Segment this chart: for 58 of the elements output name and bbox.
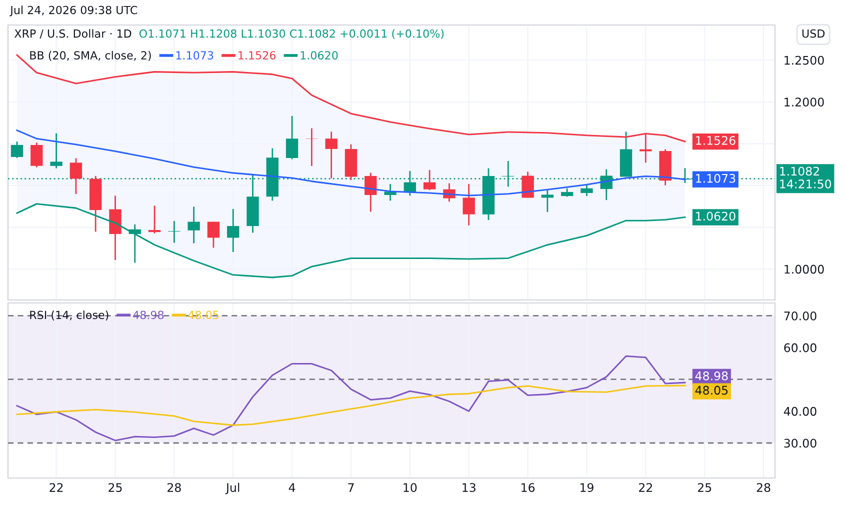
x-tick-label: 25	[698, 483, 712, 492]
candlestick	[325, 130, 338, 179]
candlestick	[306, 128, 318, 167]
x-tick-label: 13	[462, 483, 476, 492]
legend-title: RSI (14, close)	[30, 310, 108, 320]
x-tick-label: 22	[639, 483, 652, 492]
x-tick-label: 4	[288, 483, 296, 492]
data-label: 48.05	[695, 386, 728, 395]
candlestick	[10, 140, 24, 159]
y-tick-label: 60.00	[784, 343, 816, 352]
x-tick-label: 19	[580, 483, 594, 492]
candlestick	[423, 169, 436, 191]
x-tick-label: 25	[108, 483, 122, 492]
legend-label: 48.98	[133, 310, 164, 320]
x-tick-label: Jul	[225, 482, 240, 494]
y-tick-label: 40.00	[784, 406, 816, 416]
data-label: 1.1526	[696, 136, 736, 145]
candlestick	[30, 142, 43, 168]
legend-label: 1.0620	[300, 51, 338, 60]
x-tick-label: 28	[168, 483, 181, 492]
candlestick	[50, 132, 62, 169]
legend-label: 1.1073	[176, 51, 214, 60]
line-series	[16, 203, 686, 278]
x-tick-label: 22	[50, 483, 63, 492]
candlestick	[364, 172, 377, 212]
line-series	[16, 355, 686, 442]
candlestick	[541, 189, 554, 213]
candlestick	[227, 208, 240, 253]
y-tick-label: 70.00	[784, 311, 816, 320]
chart-subtitle: O1.1071 H1.1208 L1.1030 C1.1082 +0.0011 (+0.10%)	[139, 29, 444, 40]
x-tick-label: 28	[756, 483, 770, 492]
candlestick	[168, 220, 180, 244]
candlestick	[580, 184, 593, 197]
candlestick	[286, 115, 298, 160]
candlestick	[188, 206, 200, 244]
y-axis-title: USD	[802, 29, 825, 38]
legend-label: 1.1526	[238, 51, 276, 60]
ref-line-label: 1.1082 14:21:50	[780, 166, 832, 188]
data-label: 1.0620	[696, 212, 736, 221]
y-tick-label: 1.2500	[784, 56, 824, 65]
x-tick-label: 16	[522, 483, 535, 492]
legend-label: 48.05	[188, 310, 218, 320]
data-label: 48.98	[695, 371, 728, 380]
x-tick-label: 7	[348, 483, 354, 492]
y-tick-label: 1.2000	[784, 98, 824, 107]
data-label: 1.1073	[696, 174, 736, 183]
y-tick-label: 30.00	[784, 438, 816, 448]
candlestick	[148, 205, 161, 234]
candlestick	[462, 183, 475, 226]
x-tick-label: 10	[404, 483, 417, 492]
text: Jul 24, 2026 09:38 UTC	[10, 6, 138, 16]
line-series	[16, 384, 686, 426]
candlestick	[70, 158, 82, 195]
y-tick-label: 1.0000	[784, 264, 824, 274]
chart-title: XRP / U.S. Dollar · 1D	[14, 29, 132, 39]
candlestick	[207, 221, 220, 248]
candlestick	[384, 183, 396, 202]
legend-title: BB (20, SMA, close, 2)	[30, 50, 151, 61]
